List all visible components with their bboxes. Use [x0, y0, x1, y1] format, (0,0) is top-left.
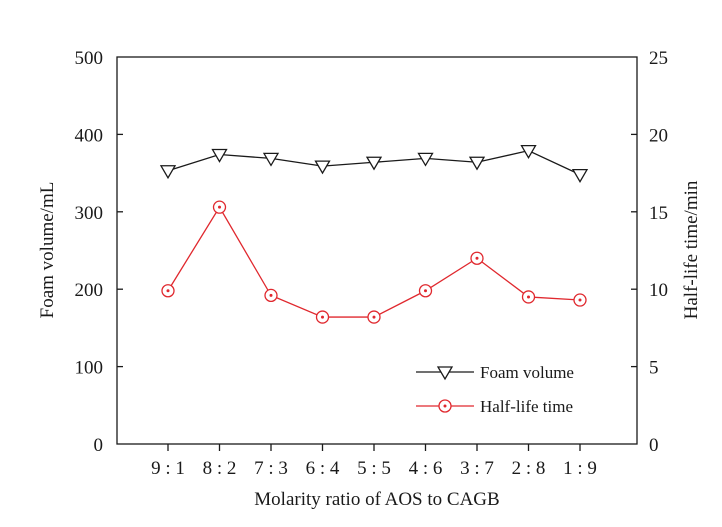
x-axis: 9 : 1 8 : 2 7 : 3 6 : 4 5 : 5 4 : 6 3 : 7 2 : 8… — [151, 444, 597, 479]
right-axis: 0 5 10 15 20 25 — [631, 48, 668, 456]
legend-marker-foam-volume — [436, 366, 454, 381]
right-tick-label: 25 — [649, 48, 668, 69]
x-axis-label: Molarity ratio of AOS to CAGB — [254, 489, 499, 510]
data-point-foam-volume — [468, 156, 486, 171]
x-tick-label: 8 : 2 — [203, 458, 237, 479]
legend-label-foam-volume: Foam volume — [480, 363, 574, 382]
data-point-dot-half-life-time — [218, 205, 221, 209]
right-tick-label: 5 — [649, 358, 659, 379]
left-tick-label: 0 — [94, 435, 104, 456]
legend: Foam volume Half-life time — [416, 363, 574, 416]
x-tick-label: 9 : 1 — [151, 458, 185, 479]
data-point-dot-half-life-time — [475, 256, 479, 260]
data-point-foam-volume — [571, 168, 589, 183]
data-point-foam-volume — [211, 148, 228, 163]
series-half-life-time — [161, 200, 587, 324]
data-point-dot-half-life-time — [372, 315, 376, 319]
left-tick-label: 400 — [75, 125, 104, 146]
x-tick-label: 2 : 8 — [512, 458, 546, 479]
x-tick-label: 6 : 4 — [306, 458, 340, 479]
x-tick-label: 4 : 6 — [409, 458, 443, 479]
left-tick-label: 500 — [75, 48, 104, 69]
data-point-dot-half-life-time — [269, 293, 273, 297]
y-axis-right-label: Half-life time/min — [681, 180, 702, 319]
series-foam-volume — [159, 145, 589, 183]
right-tick-label: 0 — [649, 435, 659, 456]
right-tick-label: 15 — [649, 203, 668, 224]
data-point-dot-half-life-time — [424, 289, 427, 293]
right-tick-label: 20 — [649, 125, 668, 146]
y-axis-left-label: Foam volume/mL — [37, 182, 58, 319]
right-tick-label: 10 — [649, 280, 668, 301]
x-tick-label: 3 : 7 — [460, 458, 494, 479]
data-point-dot-half-life-time — [321, 315, 324, 319]
data-point-foam-volume — [159, 165, 177, 180]
series-line-half-life-time — [167, 205, 581, 318]
data-point-foam-volume — [520, 145, 537, 159]
left-axis: 0 100 200 300 400 500 — [75, 48, 123, 456]
legend-marker-dot-half-life-time — [443, 404, 447, 408]
data-point-foam-volume — [417, 152, 434, 167]
plot-frame — [116, 56, 638, 445]
data-point-dot-half-life-time — [578, 298, 582, 302]
data-point-dot-half-life-time — [166, 289, 170, 293]
left-tick-label: 100 — [75, 358, 104, 379]
data-point-foam-volume — [314, 160, 331, 175]
series-layer — [159, 145, 589, 324]
left-tick-label: 300 — [75, 203, 104, 224]
x-tick-label: 5 : 5 — [357, 458, 391, 479]
data-point-foam-volume — [262, 152, 280, 167]
data-point-dot-half-life-time — [527, 295, 530, 299]
x-tick-label: 1 : 9 — [563, 458, 597, 479]
legend-label-half-life-time: Half-life time — [480, 397, 573, 416]
x-tick-label: 7 : 3 — [254, 458, 288, 479]
left-tick-label: 200 — [75, 280, 104, 301]
data-point-foam-volume — [365, 156, 383, 171]
